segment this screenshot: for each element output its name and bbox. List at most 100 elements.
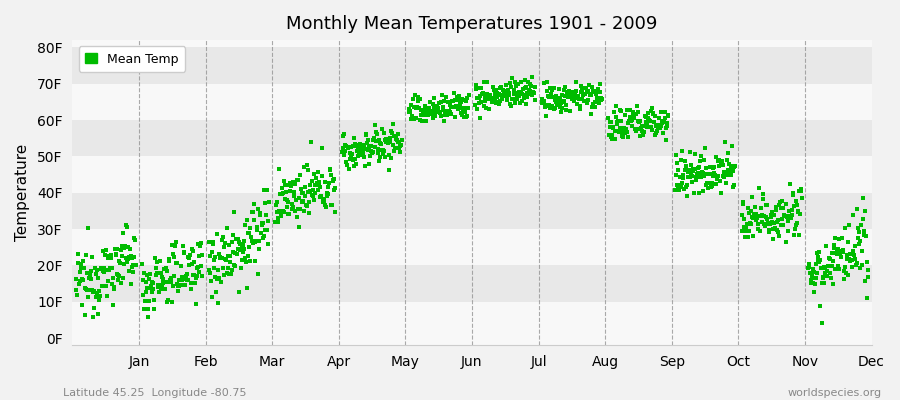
Point — [304, 192, 319, 198]
Point — [292, 224, 307, 230]
Point — [110, 270, 124, 277]
Point — [69, 292, 84, 298]
Point — [538, 102, 553, 108]
Point — [159, 299, 174, 305]
Point — [669, 172, 683, 178]
Point — [659, 137, 673, 143]
Point — [860, 259, 874, 265]
Point — [766, 236, 780, 242]
Point — [789, 222, 804, 228]
Point — [146, 286, 160, 292]
Text: Latitude 45.25  Longitude -80.75: Latitude 45.25 Longitude -80.75 — [63, 388, 247, 398]
Point — [581, 88, 596, 95]
Point — [278, 182, 293, 188]
Text: worldspecies.org: worldspecies.org — [788, 388, 882, 398]
Point — [497, 90, 511, 96]
Point — [608, 128, 622, 134]
Point — [613, 125, 627, 132]
Point — [303, 188, 318, 194]
Point — [430, 103, 445, 109]
Point — [69, 276, 84, 282]
Point — [343, 156, 357, 163]
Point — [213, 253, 228, 260]
Point — [825, 280, 840, 287]
Point — [640, 122, 654, 128]
Point — [278, 196, 293, 202]
Point — [738, 234, 752, 240]
Point — [218, 256, 232, 262]
Point — [657, 119, 671, 126]
Point — [503, 101, 517, 108]
Point — [602, 119, 616, 126]
Point — [649, 123, 663, 129]
Point — [593, 89, 608, 96]
Point — [246, 209, 260, 215]
Point — [485, 94, 500, 101]
Point — [507, 90, 521, 97]
Bar — [72, 229, 871, 265]
Point — [259, 186, 274, 193]
Point — [722, 169, 736, 175]
Point — [449, 104, 464, 110]
Point — [154, 286, 168, 292]
Point — [686, 168, 700, 174]
Point — [346, 135, 361, 141]
Point — [374, 126, 389, 132]
Point — [123, 253, 138, 259]
Point — [764, 214, 778, 220]
Point — [519, 101, 534, 107]
Point — [643, 118, 657, 124]
Point — [315, 197, 329, 204]
Point — [91, 275, 105, 282]
Point — [238, 259, 253, 265]
Point — [344, 144, 358, 150]
Point — [230, 236, 245, 242]
Point — [453, 101, 467, 107]
Point — [726, 164, 741, 170]
Point — [426, 101, 440, 108]
Point — [491, 90, 505, 96]
Point — [480, 90, 494, 97]
Point — [825, 250, 840, 256]
Point — [451, 106, 465, 113]
Point — [488, 91, 502, 98]
Point — [504, 84, 518, 90]
Point — [146, 280, 160, 286]
Point — [807, 289, 822, 296]
Point — [380, 136, 394, 142]
Point — [143, 271, 157, 277]
Point — [794, 188, 808, 194]
Point — [740, 221, 754, 227]
Point — [126, 262, 140, 268]
Point — [591, 88, 606, 94]
Point — [296, 208, 310, 214]
Point — [422, 106, 436, 112]
Point — [446, 98, 460, 104]
Point — [736, 200, 751, 207]
Point — [792, 188, 806, 194]
Point — [688, 151, 702, 157]
Point — [152, 289, 166, 296]
Point — [86, 305, 101, 311]
Point — [475, 91, 490, 98]
Point — [656, 130, 670, 136]
Point — [226, 232, 240, 238]
Point — [806, 269, 821, 276]
Point — [704, 184, 718, 190]
Point — [528, 83, 543, 90]
Point — [418, 105, 432, 112]
Point — [498, 93, 512, 100]
Point — [569, 79, 583, 85]
Point — [537, 104, 552, 110]
Point — [718, 139, 733, 145]
Point — [812, 249, 826, 255]
Point — [831, 246, 845, 252]
Point — [345, 151, 359, 157]
Point — [288, 208, 302, 215]
Point — [347, 155, 362, 162]
Point — [206, 239, 220, 246]
Point — [179, 272, 194, 279]
Point — [773, 204, 788, 211]
Point — [95, 264, 110, 271]
Point — [832, 266, 846, 272]
